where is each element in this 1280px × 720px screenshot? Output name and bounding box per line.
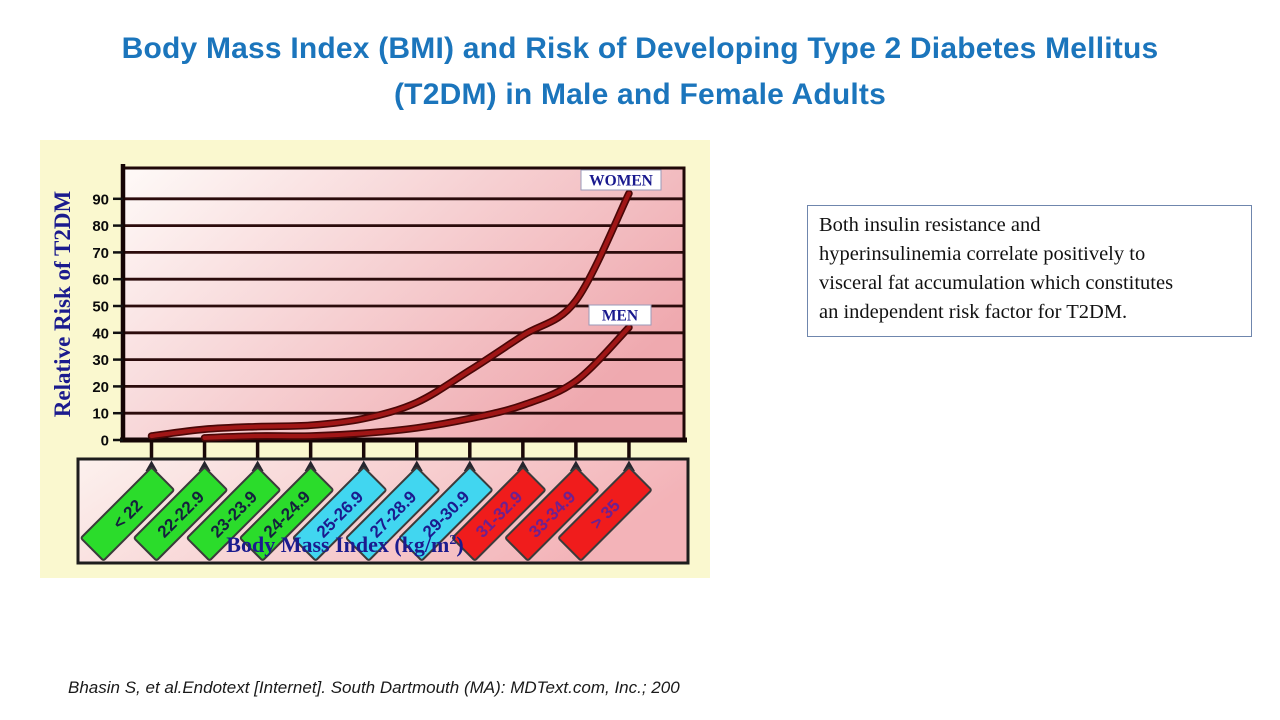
- tag-pointer: [463, 460, 476, 471]
- y-tick-label: 80: [92, 218, 109, 235]
- x-axis-title: Body Mass Index (kg/m2): [226, 532, 463, 557]
- tag-box: [292, 467, 387, 561]
- tag-pointer: [251, 460, 264, 471]
- tag-box: [398, 467, 493, 561]
- category-tag: 24-24.9: [239, 467, 334, 561]
- tag-pointer: [569, 460, 582, 471]
- category-tag: > 35: [558, 467, 652, 561]
- slide-title-line1: Body Mass Index (BMI) and Risk of Develo…: [121, 32, 1159, 65]
- tag-box: [80, 467, 175, 561]
- tag-pointer: [622, 460, 635, 471]
- y-tick-label: 40: [92, 325, 109, 342]
- tag-pointer: [516, 460, 529, 471]
- tag-pointer: [304, 460, 317, 471]
- curves: [147, 189, 633, 442]
- y-tick-label: 30: [92, 352, 109, 369]
- y-tick-label: 10: [92, 406, 109, 423]
- y-tick-label: 60: [92, 272, 109, 289]
- curve-men: [202, 325, 632, 440]
- men-label: MEN: [588, 304, 652, 326]
- tag-box: [505, 467, 599, 561]
- citation: Bhasin S, et al.Endotext [Internet]. Sou…: [68, 678, 680, 697]
- y-tick-label: 50: [92, 299, 109, 316]
- men-label-text: MEN: [602, 308, 638, 325]
- tag-pointer: [410, 460, 423, 471]
- note-line: Both insulin resistance and: [819, 214, 1041, 236]
- note-line: an independent risk factor for T2DM.: [819, 301, 1128, 323]
- y-tick-label: 20: [92, 379, 109, 396]
- series-labels: WOMEN MEN: [580, 169, 662, 326]
- tag-box: [133, 467, 228, 561]
- x-axis-title-close: ): [456, 532, 463, 557]
- y-tick-label: 90: [92, 191, 109, 208]
- x-axis-title-superscript: 2: [449, 533, 456, 548]
- tag-box: [186, 467, 281, 561]
- gridlines: [123, 197, 684, 415]
- y-tick-label: 0: [101, 433, 109, 450]
- plot-area: [123, 168, 684, 440]
- bmi-risk-figure: 0 10 20 30 40 50 60 70 80 90 < 22 22-22.9 23-23.9 24…: [40, 140, 710, 578]
- tag-pointer: [145, 460, 158, 471]
- tag-box: [558, 467, 652, 561]
- y-tick-label: 70: [92, 245, 109, 262]
- tag-box: [345, 467, 440, 561]
- women-label-box: [580, 169, 662, 191]
- y-axis-title-text: Relative Risk of T2DM: [50, 191, 75, 418]
- slide-title: Body Mass Index (BMI) and Risk of Develo…: [0, 26, 1280, 118]
- note-box: Both insulin resistance and hyperinsuline…: [807, 205, 1252, 337]
- tag-box: [239, 467, 334, 561]
- curve-women: [149, 191, 632, 439]
- note-line: visceral fat accumulation which constitu…: [819, 272, 1174, 294]
- women-label-text: WOMEN: [589, 173, 653, 190]
- note-line: hyperinsulinemia correlate positively to: [819, 243, 1146, 265]
- y-axis-ticks: 0 10 20 30 40 50 60 70 80 90: [92, 191, 123, 450]
- x-axis-ticks: [149, 442, 631, 459]
- category-tags: < 22 22-22.923-23.924-24.925-26.927-28.92…: [80, 460, 652, 561]
- tag-pointer: [357, 460, 370, 471]
- x-axis-title-text: Body Mass Index (kg/m: [226, 532, 449, 557]
- tag-pointer: [198, 460, 211, 471]
- y-axis-title: Relative Risk of T2DM: [50, 191, 75, 418]
- men-label-box: [588, 304, 652, 326]
- slide-title-line2: (T2DM) in Male and Female Adults: [393, 78, 886, 111]
- women-label: WOMEN: [580, 169, 662, 191]
- tag-box: [452, 467, 546, 561]
